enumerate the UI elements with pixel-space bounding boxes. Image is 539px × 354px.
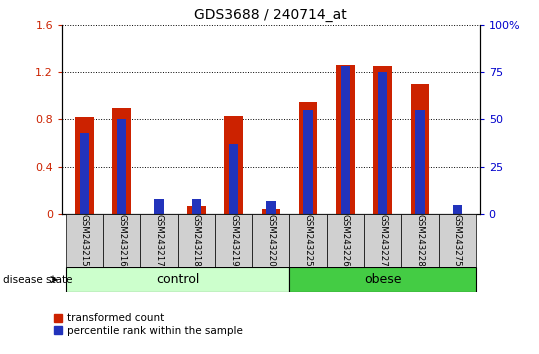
Bar bbox=[439, 214, 476, 267]
Title: GDS3688 / 240714_at: GDS3688 / 240714_at bbox=[195, 8, 347, 22]
Bar bbox=[140, 214, 178, 267]
Bar bbox=[80, 133, 89, 214]
Bar bbox=[117, 119, 126, 214]
Bar bbox=[187, 206, 205, 214]
Bar bbox=[66, 267, 289, 292]
Bar bbox=[191, 199, 201, 214]
Bar bbox=[215, 214, 252, 267]
Bar bbox=[411, 84, 430, 214]
Text: GSM243226: GSM243226 bbox=[341, 214, 350, 267]
Bar bbox=[416, 110, 425, 214]
Text: control: control bbox=[156, 273, 199, 286]
Bar bbox=[154, 199, 164, 214]
Bar bbox=[299, 102, 317, 214]
Bar bbox=[266, 201, 275, 214]
Text: GSM243218: GSM243218 bbox=[192, 214, 201, 267]
Text: GSM243227: GSM243227 bbox=[378, 214, 387, 267]
Bar bbox=[224, 116, 243, 214]
Text: GSM243217: GSM243217 bbox=[155, 214, 163, 267]
Bar bbox=[341, 67, 350, 214]
Bar bbox=[178, 214, 215, 267]
Bar bbox=[75, 117, 94, 214]
Text: GSM243228: GSM243228 bbox=[416, 214, 425, 267]
Text: GSM243275: GSM243275 bbox=[453, 214, 462, 267]
Bar bbox=[112, 108, 131, 214]
Bar bbox=[289, 214, 327, 267]
Bar bbox=[252, 214, 289, 267]
Text: GSM243225: GSM243225 bbox=[303, 214, 313, 267]
Text: GSM243220: GSM243220 bbox=[266, 214, 275, 267]
Bar bbox=[261, 210, 280, 214]
Bar bbox=[103, 214, 140, 267]
Legend: transformed count, percentile rank within the sample: transformed count, percentile rank withi… bbox=[54, 313, 243, 336]
Bar bbox=[364, 214, 402, 267]
Bar bbox=[327, 214, 364, 267]
Bar bbox=[378, 72, 388, 214]
Bar bbox=[229, 144, 238, 214]
Text: GSM243215: GSM243215 bbox=[80, 214, 89, 267]
Text: GSM243219: GSM243219 bbox=[229, 215, 238, 267]
Bar bbox=[453, 205, 462, 214]
Bar bbox=[66, 214, 103, 267]
Text: disease state: disease state bbox=[3, 275, 72, 285]
Text: obese: obese bbox=[364, 273, 402, 286]
Bar bbox=[303, 110, 313, 214]
Bar bbox=[289, 267, 476, 292]
Bar bbox=[402, 214, 439, 267]
Text: GSM243216: GSM243216 bbox=[117, 214, 126, 267]
Bar bbox=[336, 65, 355, 214]
Bar bbox=[374, 66, 392, 214]
